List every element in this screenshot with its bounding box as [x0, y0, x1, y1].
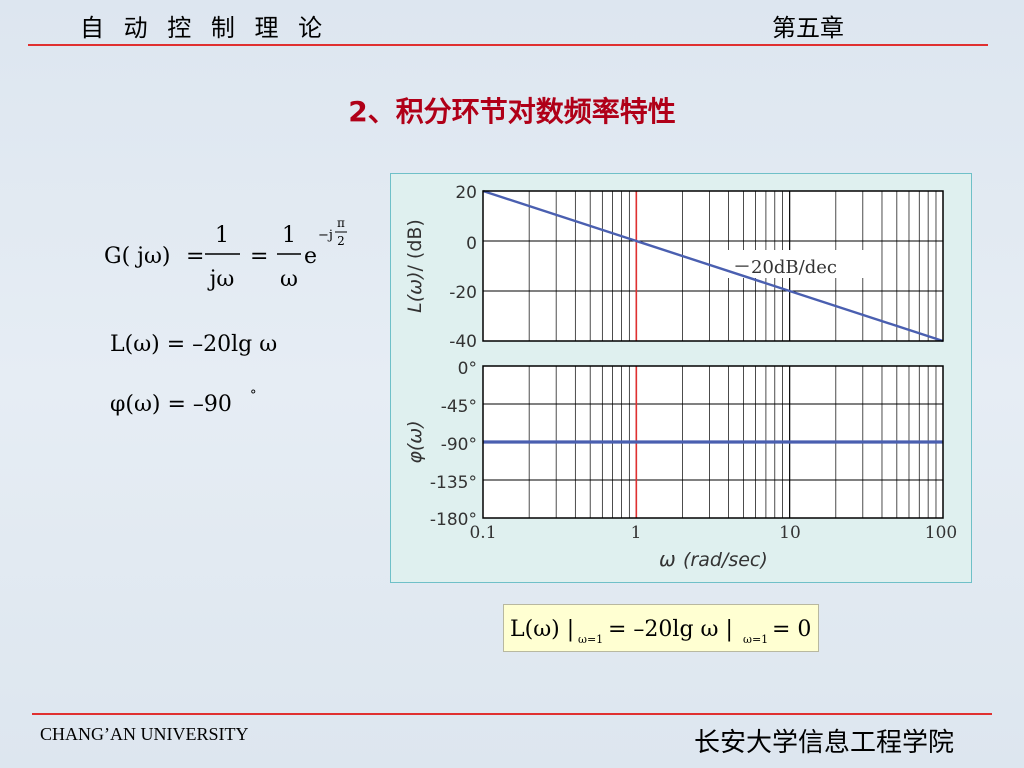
- exp-base: e: [304, 244, 317, 269]
- exp-prefix: −j: [318, 228, 333, 243]
- institute-name: 长安大学信息工程学院: [694, 728, 955, 758]
- phase-ylabel: φ(ω): [404, 420, 426, 463]
- result-lhs: L(ω) |: [510, 617, 574, 642]
- xtick-10: 10: [779, 523, 801, 543]
- annotation-background: [723, 250, 873, 278]
- transfer-lhs: G( jω): [104, 244, 171, 269]
- result-formula-box: L(ω) | ω=1 = –20lg ω | ω=1 = 0: [503, 604, 819, 652]
- phase-ytick-0: 0°: [458, 359, 477, 379]
- transfer-eq-2: =: [250, 244, 268, 269]
- chapter-label: 第五章: [772, 14, 844, 42]
- mag-ylabel-unit: / (dB): [404, 219, 426, 271]
- fraction-2-numerator: 1: [282, 223, 296, 248]
- exp-numerator: π: [337, 216, 345, 230]
- result-sub-1: ω=1: [578, 633, 603, 646]
- phase-ytick-minus45: -45°: [441, 397, 477, 417]
- exp-denominator: 2: [337, 234, 345, 248]
- phase-formula: φ(ω) = –90 °: [110, 388, 257, 417]
- result-formula: L(ω) | ω=1 = –20lg ω | ω=1 = 0: [510, 617, 811, 646]
- footer-divider: [32, 713, 992, 715]
- xtick-100: 100: [925, 523, 957, 543]
- mag-ytick-minus20: -20: [449, 283, 477, 303]
- course-title: 自 动 控 制 理 论: [80, 14, 329, 42]
- transfer-function-formula: G( jω) = 1 jω = 1 ω e −j π 2: [104, 216, 347, 292]
- mag-ytick-minus40: -40: [449, 332, 477, 352]
- magnitude-formula: L(ω) = –20lg ω: [110, 332, 277, 357]
- fraction-2-denominator: ω: [280, 267, 298, 292]
- result-mid: = –20lg ω |: [608, 617, 733, 642]
- fraction-1-denominator: jω: [207, 267, 235, 292]
- mag-ytick-0: 0: [466, 234, 477, 254]
- transfer-eq-1: =: [186, 244, 204, 269]
- xlabel-omega: ω: [659, 547, 676, 571]
- magnitude-frame: [482, 190, 944, 342]
- mag-ylabel-main: L(ω): [404, 272, 426, 313]
- result-sub-2: ω=1: [743, 633, 768, 646]
- phase-text: φ(ω) = –90: [110, 392, 232, 417]
- xtick-0-1: 0.1: [469, 523, 496, 543]
- mag-ylabel: L(ω)/ (dB): [404, 219, 426, 313]
- university-name: CHANG’AN UNIVERSITY: [40, 724, 249, 744]
- phase-ytick-minus90: -90°: [441, 435, 477, 455]
- bode-plot-svg: －20dB/dec 20 0 -20 -40 0° -45° -90° -135…: [404, 183, 957, 571]
- fraction-1-numerator: 1: [215, 223, 229, 248]
- result-rhs: = 0: [772, 617, 811, 642]
- magnitude-series-line: [482, 189, 944, 343]
- magnitude-text: L(ω) = –20lg ω: [110, 332, 277, 357]
- slide-title: 2、积分环节对数频率特性: [348, 95, 676, 128]
- phase-ytick-minus180: -180°: [430, 510, 477, 530]
- mag-ytick-20: 20: [455, 183, 477, 203]
- phase-ytick-minus135: -135°: [430, 473, 477, 493]
- bode-plot: －20dB/dec 20 0 -20 -40 0° -45° -90° -135…: [390, 173, 972, 583]
- xtick-1: 1: [631, 523, 642, 543]
- header-divider: [28, 44, 988, 46]
- phase-frame: [482, 365, 944, 519]
- phase-degree: °: [250, 388, 257, 403]
- slope-annotation: －20dB/dec: [733, 257, 837, 278]
- xlabel-unit: (rad/sec): [683, 549, 768, 571]
